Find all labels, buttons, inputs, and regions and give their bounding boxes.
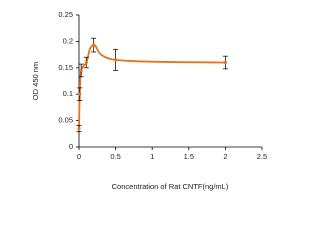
point	[114, 58, 118, 62]
y-tick-label: 0.25	[58, 10, 73, 19]
x-tick-label: 0.5	[110, 152, 120, 161]
x-tick-label: 1.5	[184, 152, 194, 161]
y-tick-label: 0.2	[63, 36, 73, 45]
series-line	[78, 44, 226, 129]
point	[84, 60, 88, 65]
x-tick-label: 2.5	[257, 152, 267, 161]
chart: OD 450 nm Concentration of Rat CNTF(ng/m…	[31, 10, 267, 191]
y-tick-label: 0	[69, 142, 73, 151]
x-tick-label: 2	[223, 152, 227, 161]
x-tick-label: 0	[77, 152, 81, 161]
y-tick-label: 0.1	[63, 89, 73, 98]
point	[78, 92, 82, 96]
y-tick-label: 0.15	[58, 63, 73, 72]
y-axis-label: OD 450 nm	[31, 62, 40, 100]
page: {"chart_data":{"type":"line","x_label":"…	[30, 9, 268, 191]
x-axis-label: Concentration of Rat CNTF(ng/mL)	[112, 182, 229, 191]
point	[92, 43, 96, 47]
point	[79, 68, 83, 73]
point	[223, 60, 227, 65]
point	[77, 126, 81, 131]
y-tick-label: 0.05	[58, 116, 73, 125]
x-tick-label: 1	[150, 152, 154, 161]
